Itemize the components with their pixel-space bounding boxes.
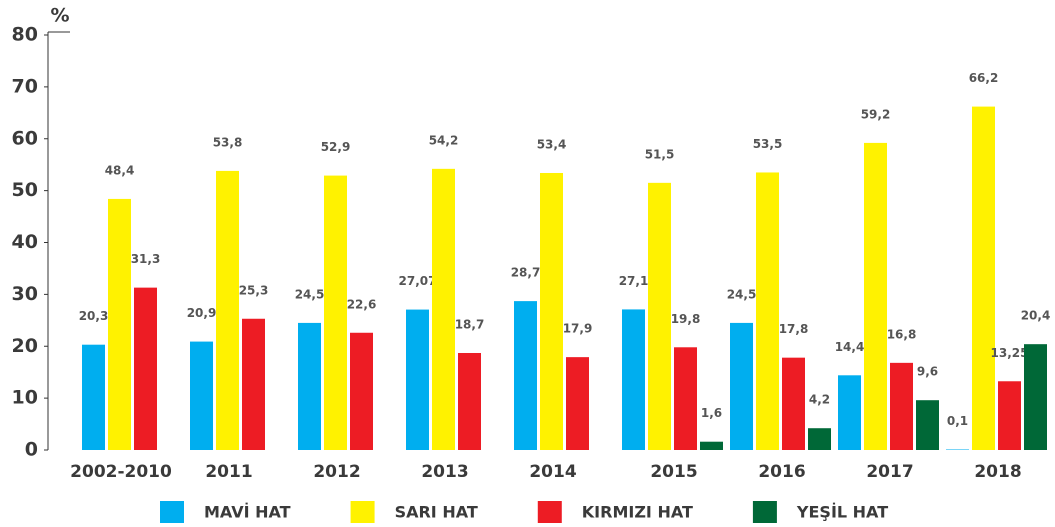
value-label: 20,9 — [187, 306, 217, 320]
y-tick-label: 50 — [12, 179, 38, 201]
bar — [730, 322, 753, 450]
value-label: 17,9 — [563, 322, 593, 336]
bar — [998, 381, 1021, 450]
bar — [782, 357, 805, 450]
y-tick-label: 20 — [12, 335, 38, 357]
bar — [972, 106, 995, 451]
x-tick-label: 2012 — [313, 462, 360, 482]
legend-label: KIRMIZI HAT — [582, 503, 693, 522]
value-label: 53,8 — [213, 135, 243, 149]
bar — [82, 344, 105, 450]
legend-label: MAVİ HAT — [204, 503, 291, 522]
x-tick-label: 2002-2010 — [70, 462, 172, 482]
x-tick-label: 2011 — [205, 462, 252, 482]
value-label: 28,7 — [511, 266, 541, 280]
value-label: 24,5 — [295, 287, 325, 301]
x-tick-label: 2013 — [421, 462, 468, 482]
bar — [134, 287, 157, 450]
value-label: 48,4 — [105, 163, 135, 177]
bar — [540, 172, 563, 451]
legend-label: SARI HAT — [395, 503, 478, 522]
x-tick-label: 2014 — [529, 462, 576, 482]
value-label: 19,8 — [671, 312, 701, 326]
value-label: 16,8 — [887, 327, 917, 341]
x-tick-label: 2017 — [866, 462, 913, 482]
bar — [458, 352, 481, 450]
value-label: 31,3 — [131, 252, 161, 266]
value-label: 66,2 — [969, 71, 999, 85]
bar — [298, 322, 321, 450]
x-tick-label: 2018 — [974, 462, 1021, 482]
bar — [622, 309, 645, 450]
bar — [566, 357, 589, 450]
bar — [1024, 344, 1047, 450]
y-tick-label: 40 — [12, 231, 38, 253]
bar — [864, 142, 887, 450]
value-label: 9,6 — [917, 365, 938, 379]
bar — [432, 168, 455, 450]
y-tick-label: 30 — [12, 283, 38, 305]
x-tick-label: 2015 — [650, 462, 697, 482]
value-label: 17,8 — [779, 322, 809, 336]
legend-swatch — [752, 501, 777, 523]
bar — [674, 347, 697, 450]
value-label: 18,7 — [455, 317, 485, 331]
x-tick-label: 2016 — [758, 462, 805, 482]
bar — [190, 341, 213, 450]
y-axis-label: % — [50, 5, 69, 27]
value-label: 4,2 — [809, 393, 830, 407]
legend-swatch — [350, 501, 375, 523]
bar — [838, 375, 861, 450]
bar — [890, 362, 913, 450]
bar — [700, 441, 723, 450]
bar — [514, 301, 537, 450]
value-label: 14,4 — [835, 340, 865, 354]
y-tick-label: 70 — [12, 75, 38, 97]
y-tick-label: 0 — [25, 439, 38, 461]
legend-swatch — [537, 501, 562, 523]
bar — [756, 172, 779, 450]
value-label: 52,9 — [321, 140, 351, 154]
value-label: 53,4 — [537, 137, 567, 151]
bar — [406, 309, 429, 450]
bar — [808, 428, 831, 450]
y-tick-label: 80 — [12, 24, 38, 46]
legend-swatch — [160, 501, 184, 523]
value-label: 13,25 — [991, 346, 1029, 360]
value-label: 20,4 — [1021, 309, 1051, 323]
value-label: 25,3 — [239, 283, 269, 297]
y-tick-label: 10 — [12, 387, 38, 409]
legend-label: YEŞİL HAT — [796, 503, 888, 522]
value-label: 20,3 — [79, 309, 109, 323]
value-label: 53,5 — [753, 137, 783, 151]
bar — [242, 318, 265, 450]
value-label: 22,6 — [347, 297, 377, 311]
bar — [324, 175, 347, 451]
bar — [350, 332, 373, 450]
value-label: 0,1 — [947, 414, 968, 428]
bar — [916, 400, 939, 450]
bar — [648, 182, 671, 450]
value-label: 27,07 — [399, 274, 437, 288]
value-label: 27,1 — [619, 274, 649, 288]
y-tick-label: 60 — [12, 127, 38, 149]
bar — [216, 170, 239, 450]
value-label: 54,2 — [429, 133, 459, 147]
value-label: 24,5 — [727, 287, 757, 301]
value-label: 1,6 — [701, 406, 722, 420]
value-label: 51,5 — [645, 147, 675, 161]
value-label: 59,2 — [861, 107, 891, 121]
bar — [946, 449, 969, 450]
bar — [108, 198, 131, 450]
